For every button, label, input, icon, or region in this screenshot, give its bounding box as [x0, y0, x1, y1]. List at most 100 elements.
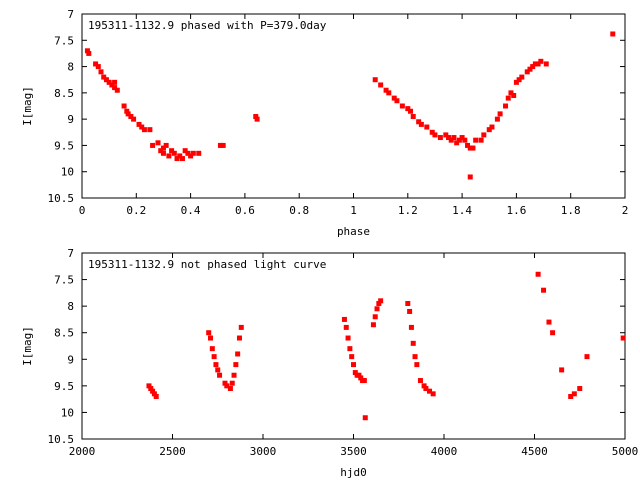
unphased-data-point	[211, 354, 217, 360]
phased-data-point	[443, 132, 449, 138]
unphased-data-point	[430, 391, 436, 397]
unphased-data-point	[408, 324, 414, 330]
phased-data-point	[494, 116, 500, 122]
unphased-data-point	[378, 298, 384, 304]
phased-data-point	[448, 137, 454, 143]
phased-data-point	[158, 148, 164, 154]
phased-data-point	[217, 142, 223, 148]
unphased-data-point	[341, 316, 347, 322]
phased-data-point	[513, 79, 519, 85]
phased-data-point	[106, 79, 112, 85]
unphased-data-point	[236, 335, 242, 341]
phased-y-tick-label: 10.5	[48, 192, 75, 205]
phased-data-point	[121, 103, 127, 109]
phased-data-point	[141, 127, 147, 133]
unphased-data-point	[151, 391, 157, 397]
unphased-data-point	[349, 354, 355, 360]
phased-y-tick-label: 8.5	[54, 87, 74, 100]
phased-y-tick-label: 9	[67, 113, 74, 126]
phased-data-point	[109, 82, 115, 88]
phased-data-point	[160, 145, 166, 151]
phased-plot-frame	[81, 13, 626, 199]
phased-data-point	[527, 66, 533, 72]
phased-data-point	[188, 153, 194, 159]
phased-data-point	[182, 148, 188, 154]
phased-chart-title: 195311-1132.9 phased with P=379.0day	[88, 19, 327, 32]
unphased-data-point	[206, 330, 212, 336]
phased-data-point	[418, 121, 424, 127]
phased-data-point	[125, 111, 131, 117]
phased-data-point	[524, 69, 530, 75]
phased-data-point	[410, 114, 416, 120]
phased-data-point	[489, 124, 495, 130]
unphased-data-point	[224, 383, 230, 389]
unphased-y-tick-label: 10	[61, 406, 74, 419]
unphased-x-tick-label: 4500	[521, 445, 548, 458]
phased-x-tick-label: 2	[622, 204, 629, 217]
unphased-data-point	[347, 346, 353, 352]
phased-x-tick-label: 0.8	[289, 204, 309, 217]
phased-data-point	[386, 90, 392, 96]
unphased-data-point	[417, 378, 423, 384]
unphased-data-point	[546, 319, 552, 325]
phased-data-point	[196, 150, 202, 156]
phased-y-axis-label: I[mag]	[21, 86, 34, 126]
phased-data-point	[394, 98, 400, 104]
unphased-y-axis-label: I[mag]	[21, 326, 34, 366]
phased-data-point	[372, 77, 378, 83]
phased-data-point	[253, 114, 259, 120]
phased-data-point	[516, 77, 522, 83]
unphased-data-point	[414, 362, 420, 368]
phased-data-point	[519, 74, 525, 80]
phased-data-point	[497, 111, 503, 117]
unphased-y-tick-label: 9.5	[54, 380, 74, 393]
phased-y-tick-label: 9.5	[54, 139, 74, 152]
phased-y-tick-label: 10	[61, 166, 74, 179]
unphased-data-point	[153, 393, 159, 399]
phased-data-point	[254, 116, 260, 122]
phased-data-point	[532, 61, 538, 67]
phased-y-tick-label: 8	[67, 61, 74, 74]
phased-x-tick-label: 1.6	[506, 204, 526, 217]
unphased-data-point	[227, 386, 233, 392]
unphased-x-tick-label: 4000	[431, 445, 458, 458]
unphased-data-point	[215, 367, 221, 373]
phased-data-point	[462, 137, 468, 143]
unphased-data-point	[407, 308, 413, 314]
phased-data-point	[177, 153, 183, 159]
phased-data-point	[169, 148, 175, 154]
phased-data-point	[147, 127, 153, 133]
phased-data-point	[405, 106, 411, 112]
phased-data-point	[185, 150, 191, 156]
unphased-y-tick-label: 7.5	[54, 274, 74, 287]
phased-data-point	[163, 142, 169, 148]
unphased-data-point	[356, 372, 362, 378]
phased-x-tick-label: 1.4	[452, 204, 472, 217]
phased-data-point	[174, 156, 180, 162]
phased-data-point	[190, 150, 196, 156]
phased-x-tick-label: 0	[79, 204, 86, 217]
unphased-data-point	[427, 388, 433, 394]
unphased-x-tick-label: 2500	[159, 445, 186, 458]
phased-data-point	[98, 69, 104, 75]
unphased-data-point	[372, 314, 378, 320]
phased-x-tick-label: 0.4	[181, 204, 201, 217]
phased-data-point	[535, 61, 541, 67]
unphased-data-point	[376, 300, 382, 306]
phased-data-point	[473, 137, 479, 143]
unphased-data-point	[361, 378, 367, 384]
unphased-data-point	[362, 415, 368, 421]
phased-data-point	[112, 85, 118, 91]
phased-data-point	[391, 95, 397, 101]
unphased-data-point	[222, 380, 228, 386]
phased-data-point	[136, 121, 142, 127]
unphased-data-point	[209, 346, 215, 352]
phased-data-point	[101, 74, 107, 80]
phased-data-point	[511, 92, 517, 98]
unphased-data-point	[423, 386, 429, 392]
phased-x-tick-label: 0.2	[126, 204, 146, 217]
unphased-data-point	[351, 362, 356, 368]
phased-data-point	[114, 87, 120, 93]
phased-data-point	[155, 140, 161, 146]
